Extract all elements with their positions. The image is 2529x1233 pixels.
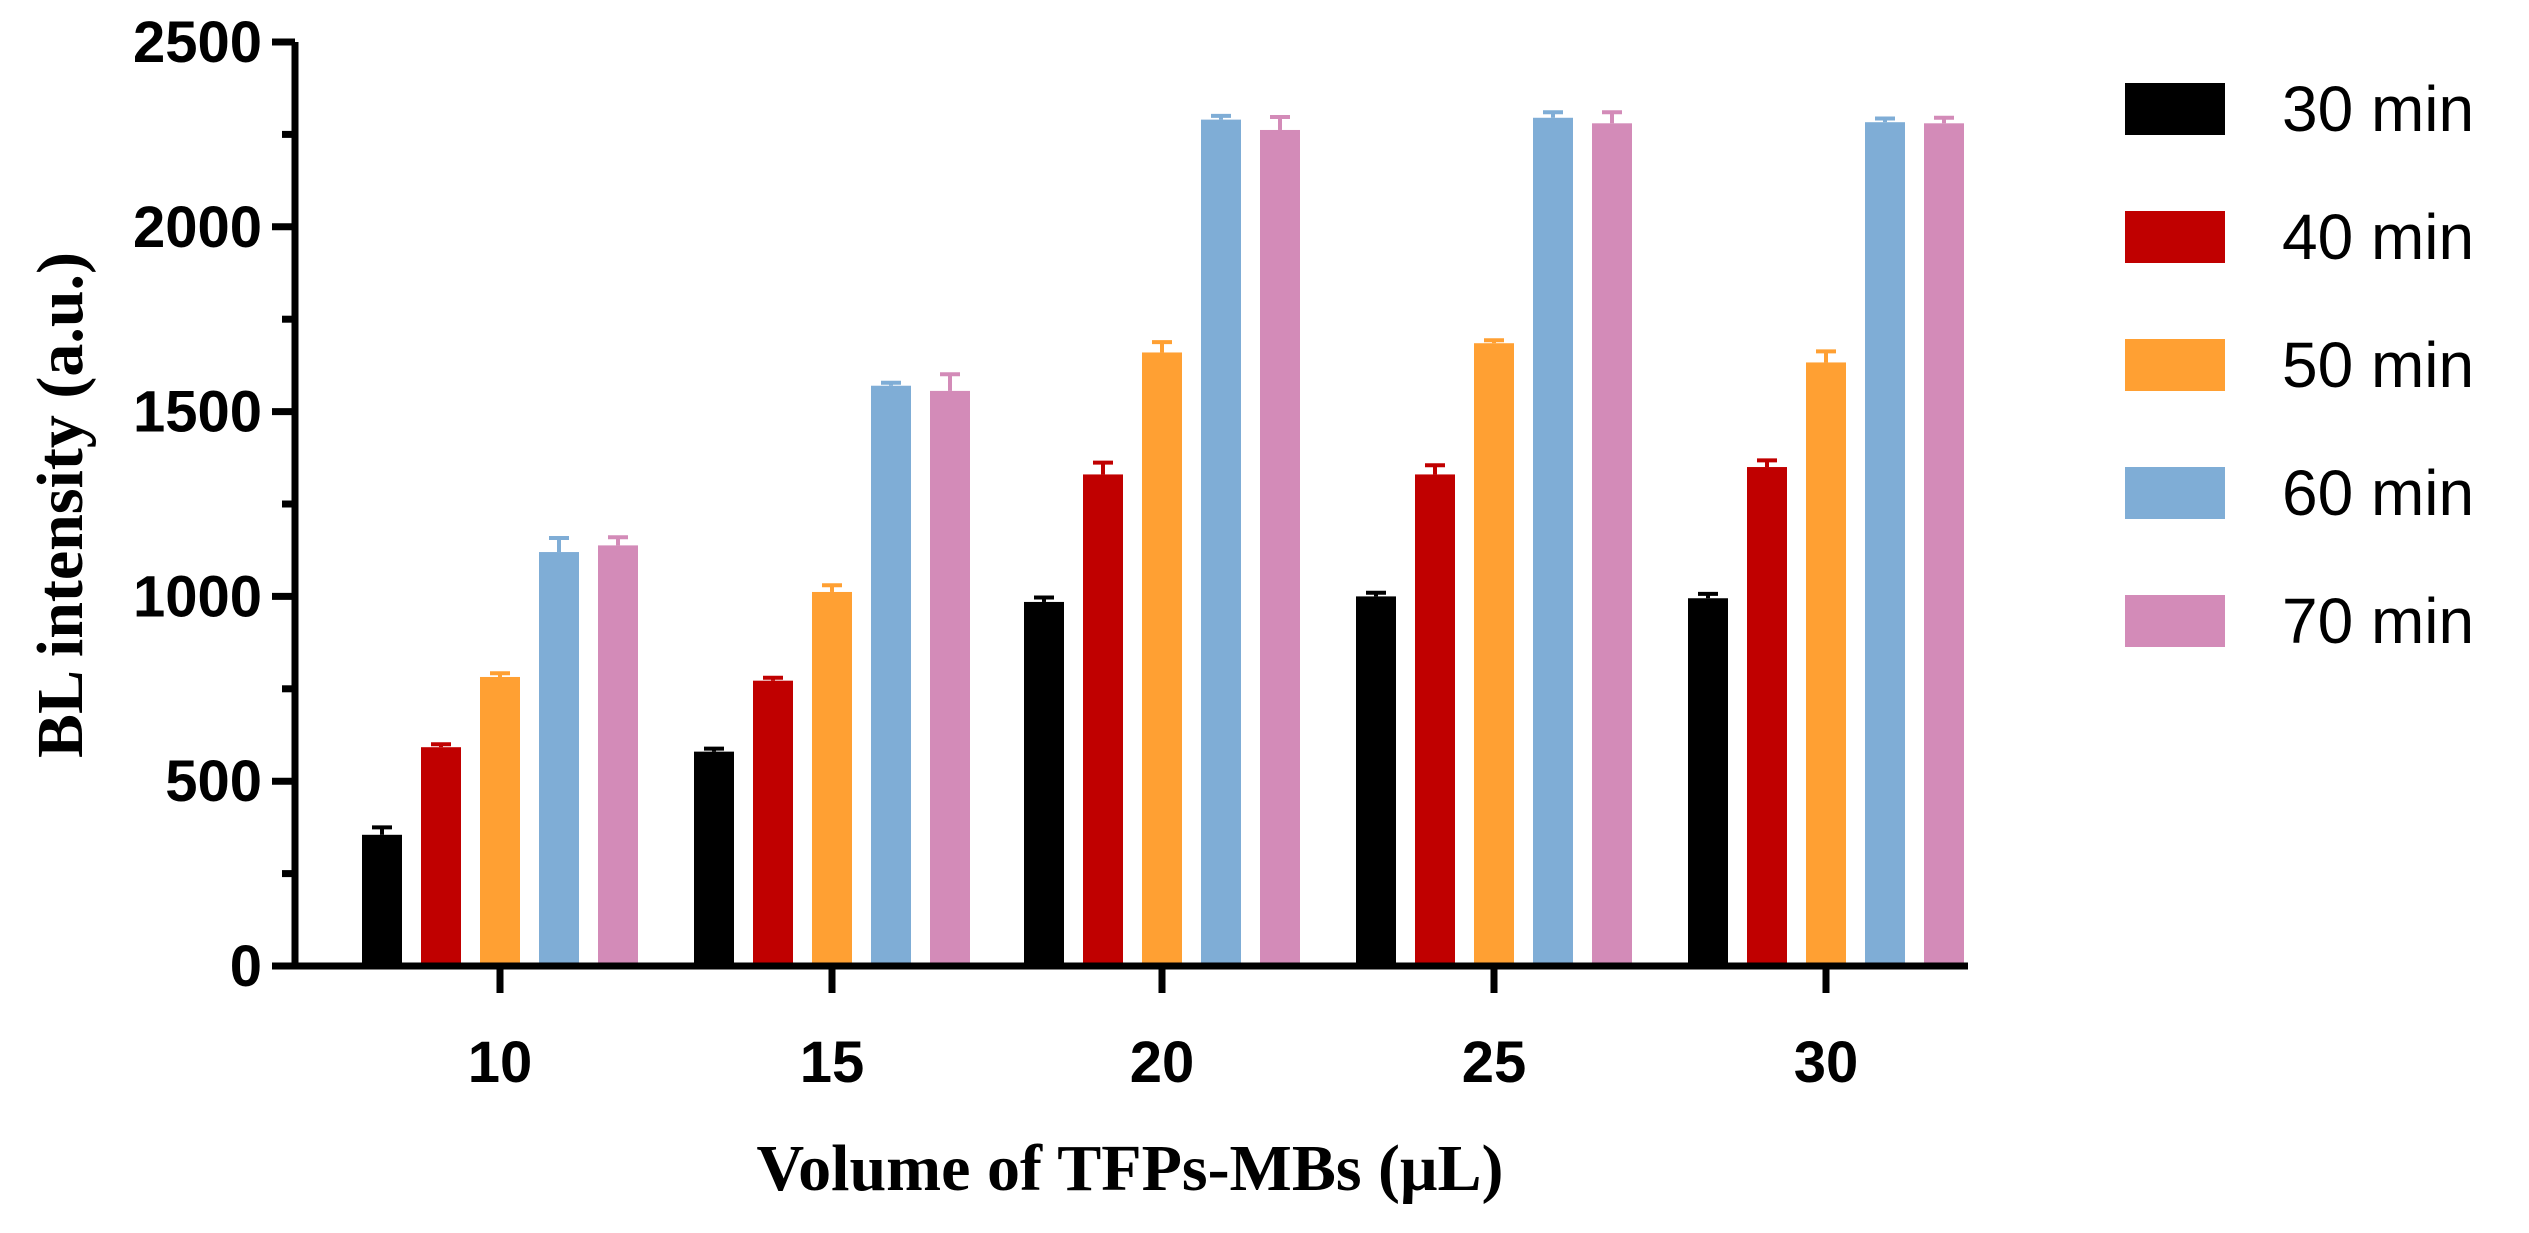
y-tick-label: 1500 — [133, 380, 262, 445]
y-tick-label: 500 — [165, 749, 262, 814]
bar-40-min-25 — [1415, 474, 1455, 966]
legend-label: 40 min — [2282, 201, 2474, 273]
bar-40-min-30 — [1747, 467, 1787, 966]
y-tick-label: 1000 — [133, 564, 262, 629]
legend-swatch — [2125, 339, 2225, 391]
bar-60-min-10 — [539, 552, 579, 966]
bar-40-min-15 — [753, 680, 793, 966]
x-tick-label: 30 — [1794, 1030, 1859, 1095]
x-tick-label: 20 — [1130, 1030, 1195, 1095]
legend-label: 30 min — [2282, 73, 2474, 145]
bar-60-min-20 — [1201, 119, 1241, 967]
y-tick-label: 0 — [230, 934, 262, 999]
legend-label: 50 min — [2282, 329, 2474, 401]
x-tick-label: 25 — [1462, 1030, 1527, 1095]
y-axis-title: BL intensity (a.u.) — [24, 252, 97, 758]
bar-70-min-30 — [1924, 123, 1964, 966]
x-ticks-layer: 10 15 20 25 30 — [468, 966, 1859, 1095]
bar-30-min-20 — [1024, 601, 1064, 966]
bar-50-min-30 — [1806, 362, 1846, 966]
bar-70-min-25 — [1592, 123, 1632, 966]
bar-50-min-10 — [480, 676, 520, 966]
x-tick-label: 10 — [468, 1030, 533, 1095]
bar-50-min-20 — [1142, 352, 1182, 966]
x-tick-label: 15 — [800, 1030, 865, 1095]
bar-50-min-25 — [1474, 343, 1514, 966]
bar-60-min-15 — [871, 385, 911, 966]
bar-40-min-10 — [421, 747, 461, 966]
legend-label: 60 min — [2282, 457, 2474, 529]
y-ticks-layer: 0 500 1000 1500 2000 2500 — [133, 10, 295, 999]
bar-50-min-15 — [812, 591, 852, 966]
y-tick-label: 2500 — [133, 10, 262, 75]
bar-70-min-15 — [930, 390, 970, 966]
bar-30-min-15 — [694, 751, 734, 966]
bar-70-min-20 — [1260, 129, 1300, 967]
bar-40-min-20 — [1083, 474, 1123, 966]
x-axis-title: Volume of TFPs-MBs (μL) — [757, 1132, 1504, 1205]
bar-60-min-25 — [1533, 117, 1573, 966]
bar-30-min-30 — [1688, 598, 1728, 966]
legend-swatch — [2125, 83, 2225, 135]
legend-swatch — [2125, 595, 2225, 647]
bar-70-min-10 — [598, 545, 638, 966]
bar-30-min-25 — [1356, 596, 1396, 966]
legend-swatch — [2125, 211, 2225, 263]
errorbar-layer — [372, 110, 1954, 835]
bar-30-min-10 — [362, 834, 402, 966]
legend-label: 70 min — [2282, 585, 2474, 657]
bars-layer — [362, 117, 1964, 967]
legend-swatch — [2125, 467, 2225, 519]
y-tick-label: 2000 — [133, 195, 262, 260]
bar-60-min-30 — [1865, 122, 1905, 967]
legend: 30 min 40 min 50 min 60 min 70 min — [2125, 73, 2474, 657]
